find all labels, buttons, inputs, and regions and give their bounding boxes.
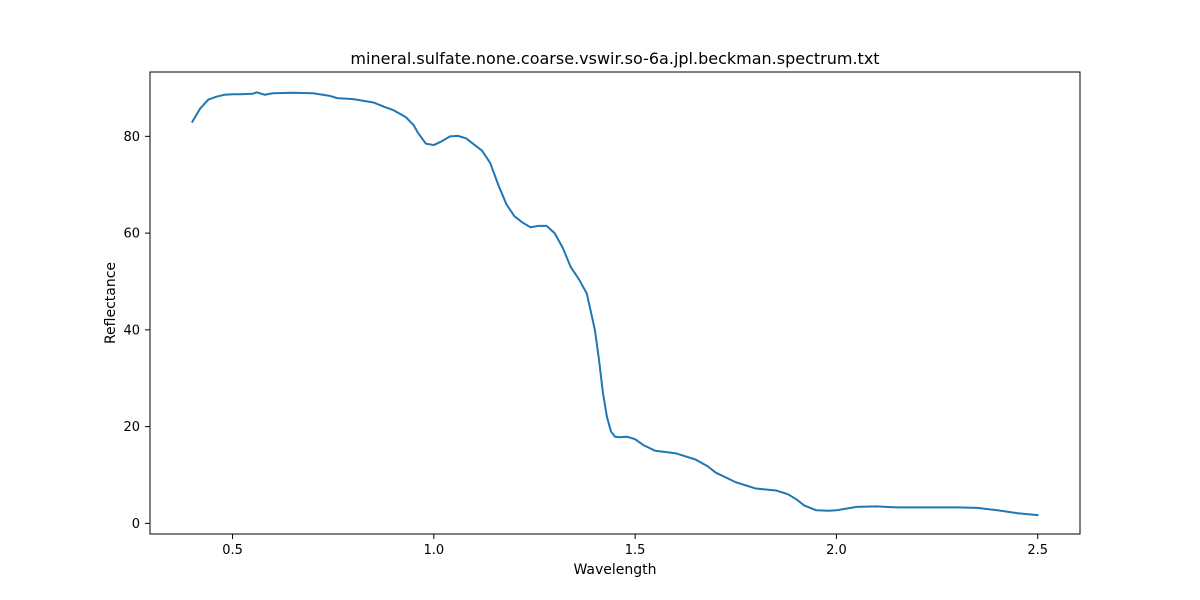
x-tick-label: 1.5 [625,543,646,558]
plot-area [191,91,1039,517]
spectrum-series-line [191,91,1039,517]
y-tick-label: 80 [123,130,140,145]
x-tick-label: 1.0 [423,543,444,558]
x-tick-label: 0.5 [222,543,243,558]
x-tick-label: 2.0 [826,543,847,558]
x-axis: 0.5 1.0 1.5 2.0 2.5 [222,534,1048,558]
y-axis-label: Reflectance [103,262,119,344]
x-axis-label: Wavelength [573,562,656,578]
y-tick-label: 40 [123,323,140,338]
y-tick-label: 60 [123,227,140,242]
y-tick-label: 0 [132,517,140,532]
y-axis: 0 20 40 60 80 [123,130,150,532]
x-tick-label: 2.5 [1027,543,1048,558]
axes-frame [149,71,1081,535]
chart-title: mineral.sulfate.none.coarse.vswir.so-6a.… [350,49,879,68]
y-tick-label: 20 [123,420,140,435]
